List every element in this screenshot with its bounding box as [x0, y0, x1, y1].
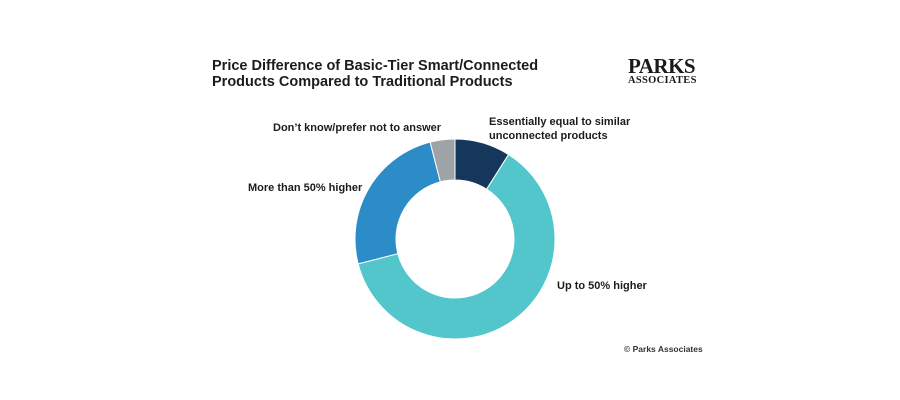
- parks-associates-logo: PARKS ASSOCIATES: [628, 56, 698, 86]
- donut-slice-dont-know: [429, 138, 456, 183]
- chart-title-line-1: Price Difference of Basic-Tier Smart/Con…: [212, 58, 539, 74]
- slice-label-essentially-equal-line-2: unconnected products: [489, 130, 608, 142]
- slice-label-up-to-50-line-1: Up to 50% higher: [557, 280, 647, 292]
- donut-slice-more-than-50: [354, 141, 441, 265]
- donut-slice-up-to-50: [357, 153, 556, 340]
- chart-title-line-2: Products Compared to Traditional Product…: [212, 74, 513, 90]
- slice-label-dont-know: Don’t know/prefer not to answer: [273, 121, 441, 135]
- chart-title: Price Difference of Basic-Tier Smart/Con…: [212, 58, 572, 90]
- slice-label-dont-know-line-1: Don’t know/prefer not to answer: [273, 122, 442, 134]
- logo-line-1: PARKS: [628, 54, 696, 78]
- slice-label-more-than-50: More than 50% higher: [248, 181, 362, 195]
- copyright-notice: © Parks Associates: [624, 344, 703, 354]
- slice-label-more-than-50-line-1: More than 50% higher: [248, 182, 363, 194]
- slice-label-essentially-equal: Essentially equal to similar unconnected…: [489, 115, 630, 143]
- slice-label-up-to-50: Up to 50% higher: [557, 279, 647, 293]
- slice-label-essentially-equal-line-1: Essentially equal to similar: [489, 116, 631, 128]
- logo-line-2: ASSOCIATES: [628, 75, 697, 86]
